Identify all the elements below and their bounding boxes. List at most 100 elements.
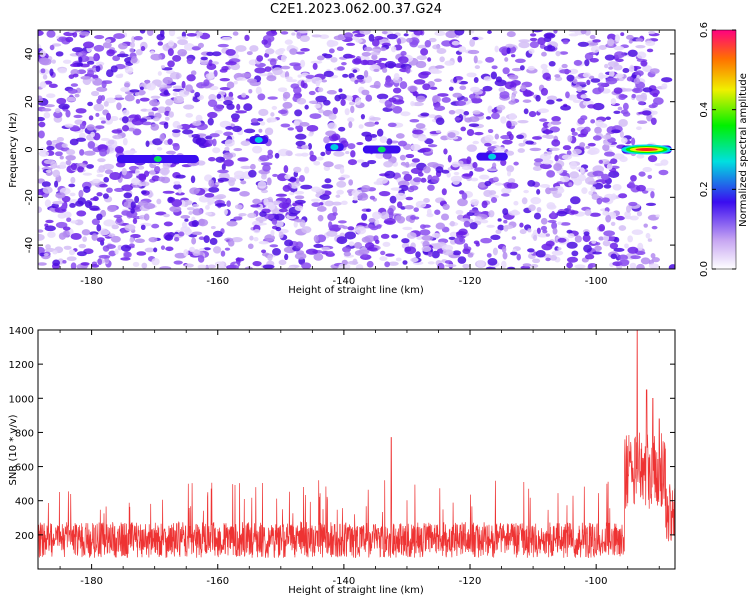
heatmap-cell xyxy=(636,126,642,131)
heatmap-cell xyxy=(552,227,558,235)
heatmap-cell xyxy=(540,87,548,96)
heatmap-cell xyxy=(430,175,440,184)
heatmap-cell xyxy=(610,211,617,218)
heatmap-cell xyxy=(104,117,114,125)
heatmap-cell xyxy=(323,161,334,168)
heatmap-cell xyxy=(111,224,120,230)
heatmap-cell xyxy=(79,31,90,36)
heatmap-cell xyxy=(102,193,109,199)
feature-core xyxy=(330,144,339,151)
heatmap-cell xyxy=(523,189,529,194)
heatmap-cell xyxy=(487,105,493,114)
heatmap-cell xyxy=(601,197,610,203)
heatmap-cell xyxy=(71,47,84,53)
heatmap-cell xyxy=(633,88,641,92)
heatmap-cell xyxy=(518,39,531,43)
heatmap-cell xyxy=(589,34,596,40)
heatmap-cell xyxy=(110,65,118,73)
heatmap-cell xyxy=(531,30,544,33)
heatmap-cell xyxy=(379,256,388,261)
heatmap-cell xyxy=(490,71,498,80)
heatmap-cell xyxy=(502,251,508,260)
heatmap-cell xyxy=(503,225,509,232)
heatmap-cell xyxy=(38,229,44,233)
heatmap-cell xyxy=(380,47,387,52)
heatmap-cell xyxy=(51,59,56,64)
heatmap-cell xyxy=(259,220,264,224)
heatmap-cell xyxy=(364,121,376,127)
heatmap-cell xyxy=(131,117,144,126)
heatmap-cell xyxy=(513,161,519,166)
heatmap-cell xyxy=(427,162,439,168)
heatmap-cell xyxy=(554,74,561,78)
heatmap-cell xyxy=(283,165,289,173)
heatmap-cell xyxy=(565,91,570,99)
heatmap-cell xyxy=(120,244,132,252)
heatmap-cell xyxy=(420,177,427,183)
heatmap-cell xyxy=(90,197,98,201)
heatmap-cell xyxy=(333,35,345,41)
heatmap-cell xyxy=(191,231,203,236)
heatmap-cell xyxy=(464,117,473,123)
heatmap-cell xyxy=(205,135,213,140)
heatmap-cell xyxy=(208,156,216,162)
heatmap-cell xyxy=(384,261,391,268)
heatmap-cell xyxy=(584,209,592,216)
heatmap-cell xyxy=(435,130,442,134)
heatmap-cell xyxy=(159,266,172,269)
heatmap-cell xyxy=(629,262,637,269)
heatmap-cell xyxy=(539,163,552,170)
heatmap-cell xyxy=(88,115,94,121)
heatmap-cell xyxy=(125,150,138,154)
heatmap-cell xyxy=(489,194,500,199)
heatmap-cell xyxy=(226,200,231,207)
heatmap-cell xyxy=(457,198,468,207)
heatmap-cell xyxy=(426,213,434,218)
heatmap-cell xyxy=(637,101,645,106)
heatmap-cell xyxy=(360,113,366,120)
heatmap-cell xyxy=(650,190,655,199)
heatmap-cell xyxy=(224,146,230,152)
heatmap-cell xyxy=(148,236,158,243)
heatmap-cell xyxy=(43,112,51,119)
heatmap-cell xyxy=(598,236,604,241)
heatmap-cell xyxy=(648,31,656,35)
heatmap-cell xyxy=(539,153,552,161)
heatmap-cell xyxy=(384,217,396,225)
heatmap-cell xyxy=(70,176,76,184)
heatmap-cell xyxy=(342,246,351,253)
heatmap-cell xyxy=(347,117,355,123)
heatmap-cell xyxy=(404,205,414,210)
heatmap-cell xyxy=(413,207,419,213)
heatmap-cell xyxy=(469,209,480,213)
heatmap-cell xyxy=(265,48,275,55)
snr-x-axis: -180 -160 -140 -120 -100 xyxy=(59,330,660,587)
snr-panel: -180 -160 -140 -120 -100 200 400 600 800 1000 120… xyxy=(8,326,676,596)
heatmap-cell xyxy=(159,167,170,175)
heatmap-cell xyxy=(561,154,573,160)
heatmap-cell xyxy=(382,67,388,73)
heatmap-cell xyxy=(267,96,278,100)
heatmap-cell xyxy=(530,264,539,268)
heatmap-cell xyxy=(209,133,220,138)
heatmap-cell xyxy=(628,39,633,44)
heatmap-cell xyxy=(247,243,254,250)
heatmap-cell xyxy=(431,250,440,259)
heatmap-cell xyxy=(396,201,403,209)
heatmap-cell xyxy=(205,211,212,216)
heatmap-cell xyxy=(546,170,556,178)
heatmap-cell xyxy=(411,158,420,163)
heatmap-cell xyxy=(139,30,146,34)
heatmap-cell xyxy=(74,119,84,125)
heatmap-cell xyxy=(410,101,415,107)
heatmap-cell xyxy=(591,240,597,244)
heatmap-cell xyxy=(384,79,395,86)
heatmap-cell xyxy=(460,126,466,132)
heatmap-cell xyxy=(586,79,591,86)
heatmap-cell xyxy=(543,32,556,39)
heatmap-cell xyxy=(340,200,348,205)
heatmap-cell xyxy=(300,48,310,52)
heatmap-cell xyxy=(75,108,87,114)
heatmap-cell xyxy=(278,208,288,213)
heatmap-cell xyxy=(208,186,220,193)
